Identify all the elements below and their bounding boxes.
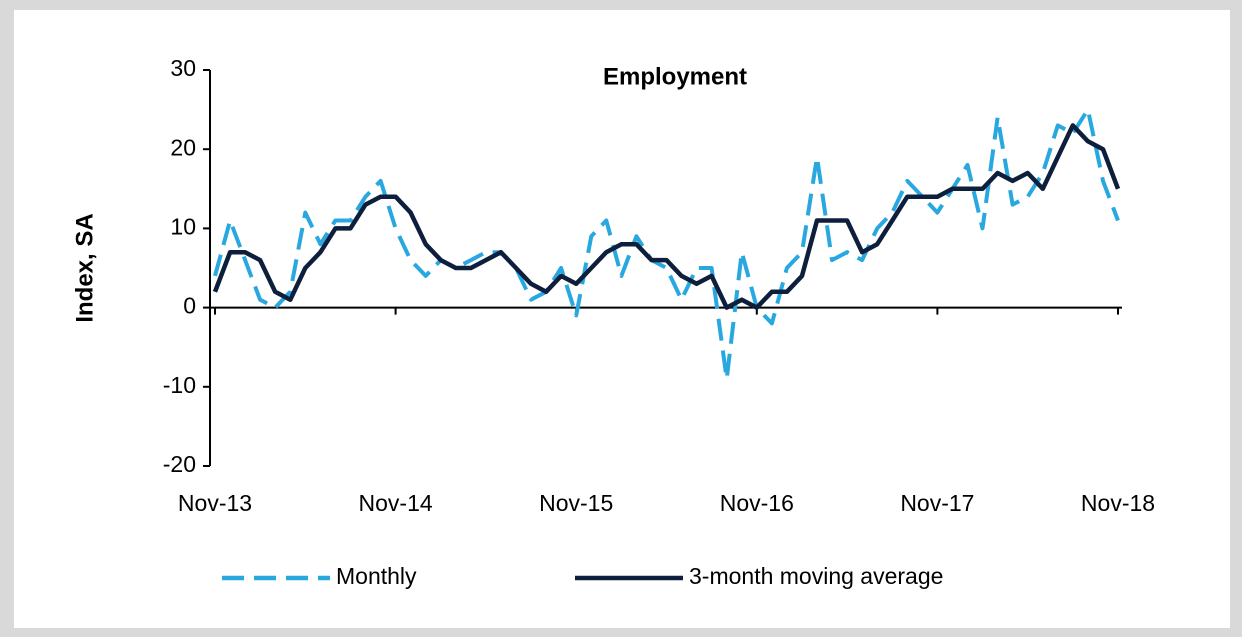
legend-label: Monthly [336,563,417,589]
x-tick-label: Nov-13 [178,490,252,516]
legend-label: 3-month moving average [689,563,943,589]
series-line [212,123,1121,310]
y-tick-label: 30 [170,55,196,81]
y-tick-label: -10 [163,372,196,398]
x-tick-label: Nov-17 [900,490,974,516]
x-tick-label: Nov-15 [539,490,613,516]
y-tick-label: -20 [163,451,196,477]
y-axis-label: Index, SA [71,213,98,322]
x-tick-label: Nov-14 [359,490,433,516]
chart-title: Employment [603,63,747,90]
x-tick-label: Nov-16 [720,490,794,516]
y-tick-label: 10 [170,213,196,239]
x-tick-label: Nov-18 [1081,490,1155,516]
chart-panel [14,10,1230,628]
y-tick-label: 0 [183,293,196,319]
y-tick-label: 20 [170,134,196,160]
series-line [213,107,1120,381]
